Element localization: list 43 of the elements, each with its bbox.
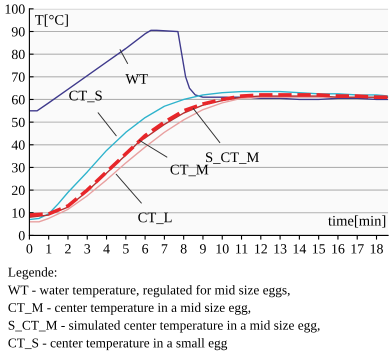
y-tick-label: 60 xyxy=(12,95,25,104)
y-tick-label: 50 xyxy=(12,118,25,128)
x-tick-label: 7 xyxy=(162,244,168,254)
x-tick-label: 17 xyxy=(352,244,364,254)
y-tick-label: 30 xyxy=(12,163,25,172)
text: S_CT_M - simulated center temperature in a mid size egg, xyxy=(8,320,320,332)
annotation: S_CT_M xyxy=(206,152,259,164)
x-tick-label: 1 xyxy=(46,244,52,254)
x-tick-label: 10 xyxy=(216,244,229,254)
x-tick-label: 3 xyxy=(84,244,90,254)
x-tick-label: 13 xyxy=(274,244,286,254)
x-tick-label: 4 xyxy=(103,244,110,254)
text: WT - water temperature, regulated for mid size eggs, xyxy=(8,284,290,298)
x-tick-label: 2 xyxy=(65,244,71,254)
x-tick-label: 14 xyxy=(294,244,306,254)
annotation: CT_M xyxy=(170,164,208,176)
y-tick-label: 40 xyxy=(12,140,25,150)
y-tick-label: 100 xyxy=(6,4,25,14)
y-tick-label: 10 xyxy=(12,208,25,218)
x-tick-label: 8 xyxy=(180,244,187,254)
x-tick-label: 11 xyxy=(236,244,248,254)
x-tick-label: 12 xyxy=(255,244,267,254)
y-axis-title: T[°C] xyxy=(35,14,68,27)
annotation: CT_S xyxy=(69,90,102,102)
annotation: WT xyxy=(125,74,148,84)
text: Legende: xyxy=(8,267,56,280)
x-tick-label: 18 xyxy=(370,244,383,254)
y-tick-label: 70 xyxy=(12,72,25,82)
y-tick-label: 90 xyxy=(12,27,25,36)
x-tick-label: 16 xyxy=(332,244,344,254)
y-tick-label: 0 xyxy=(18,230,25,240)
text: CT_S - center temperature in a small egg xyxy=(8,338,228,350)
x-tick-label: 9 xyxy=(200,244,206,254)
x-tick-label: 15 xyxy=(312,244,326,254)
line-series xyxy=(29,30,388,112)
text: CT_M - center temperature in a mid size egg, xyxy=(8,302,250,315)
y-tick-label: 80 xyxy=(12,50,25,60)
x-axis-title: time[min] xyxy=(328,215,386,228)
annotation: CT_L xyxy=(138,212,172,224)
x-tick-label: 5 xyxy=(123,244,129,254)
x-tick-label: 0 xyxy=(26,244,32,254)
x-tick-label: 6 xyxy=(142,244,148,254)
y-tick-label: 20 xyxy=(12,186,25,196)
